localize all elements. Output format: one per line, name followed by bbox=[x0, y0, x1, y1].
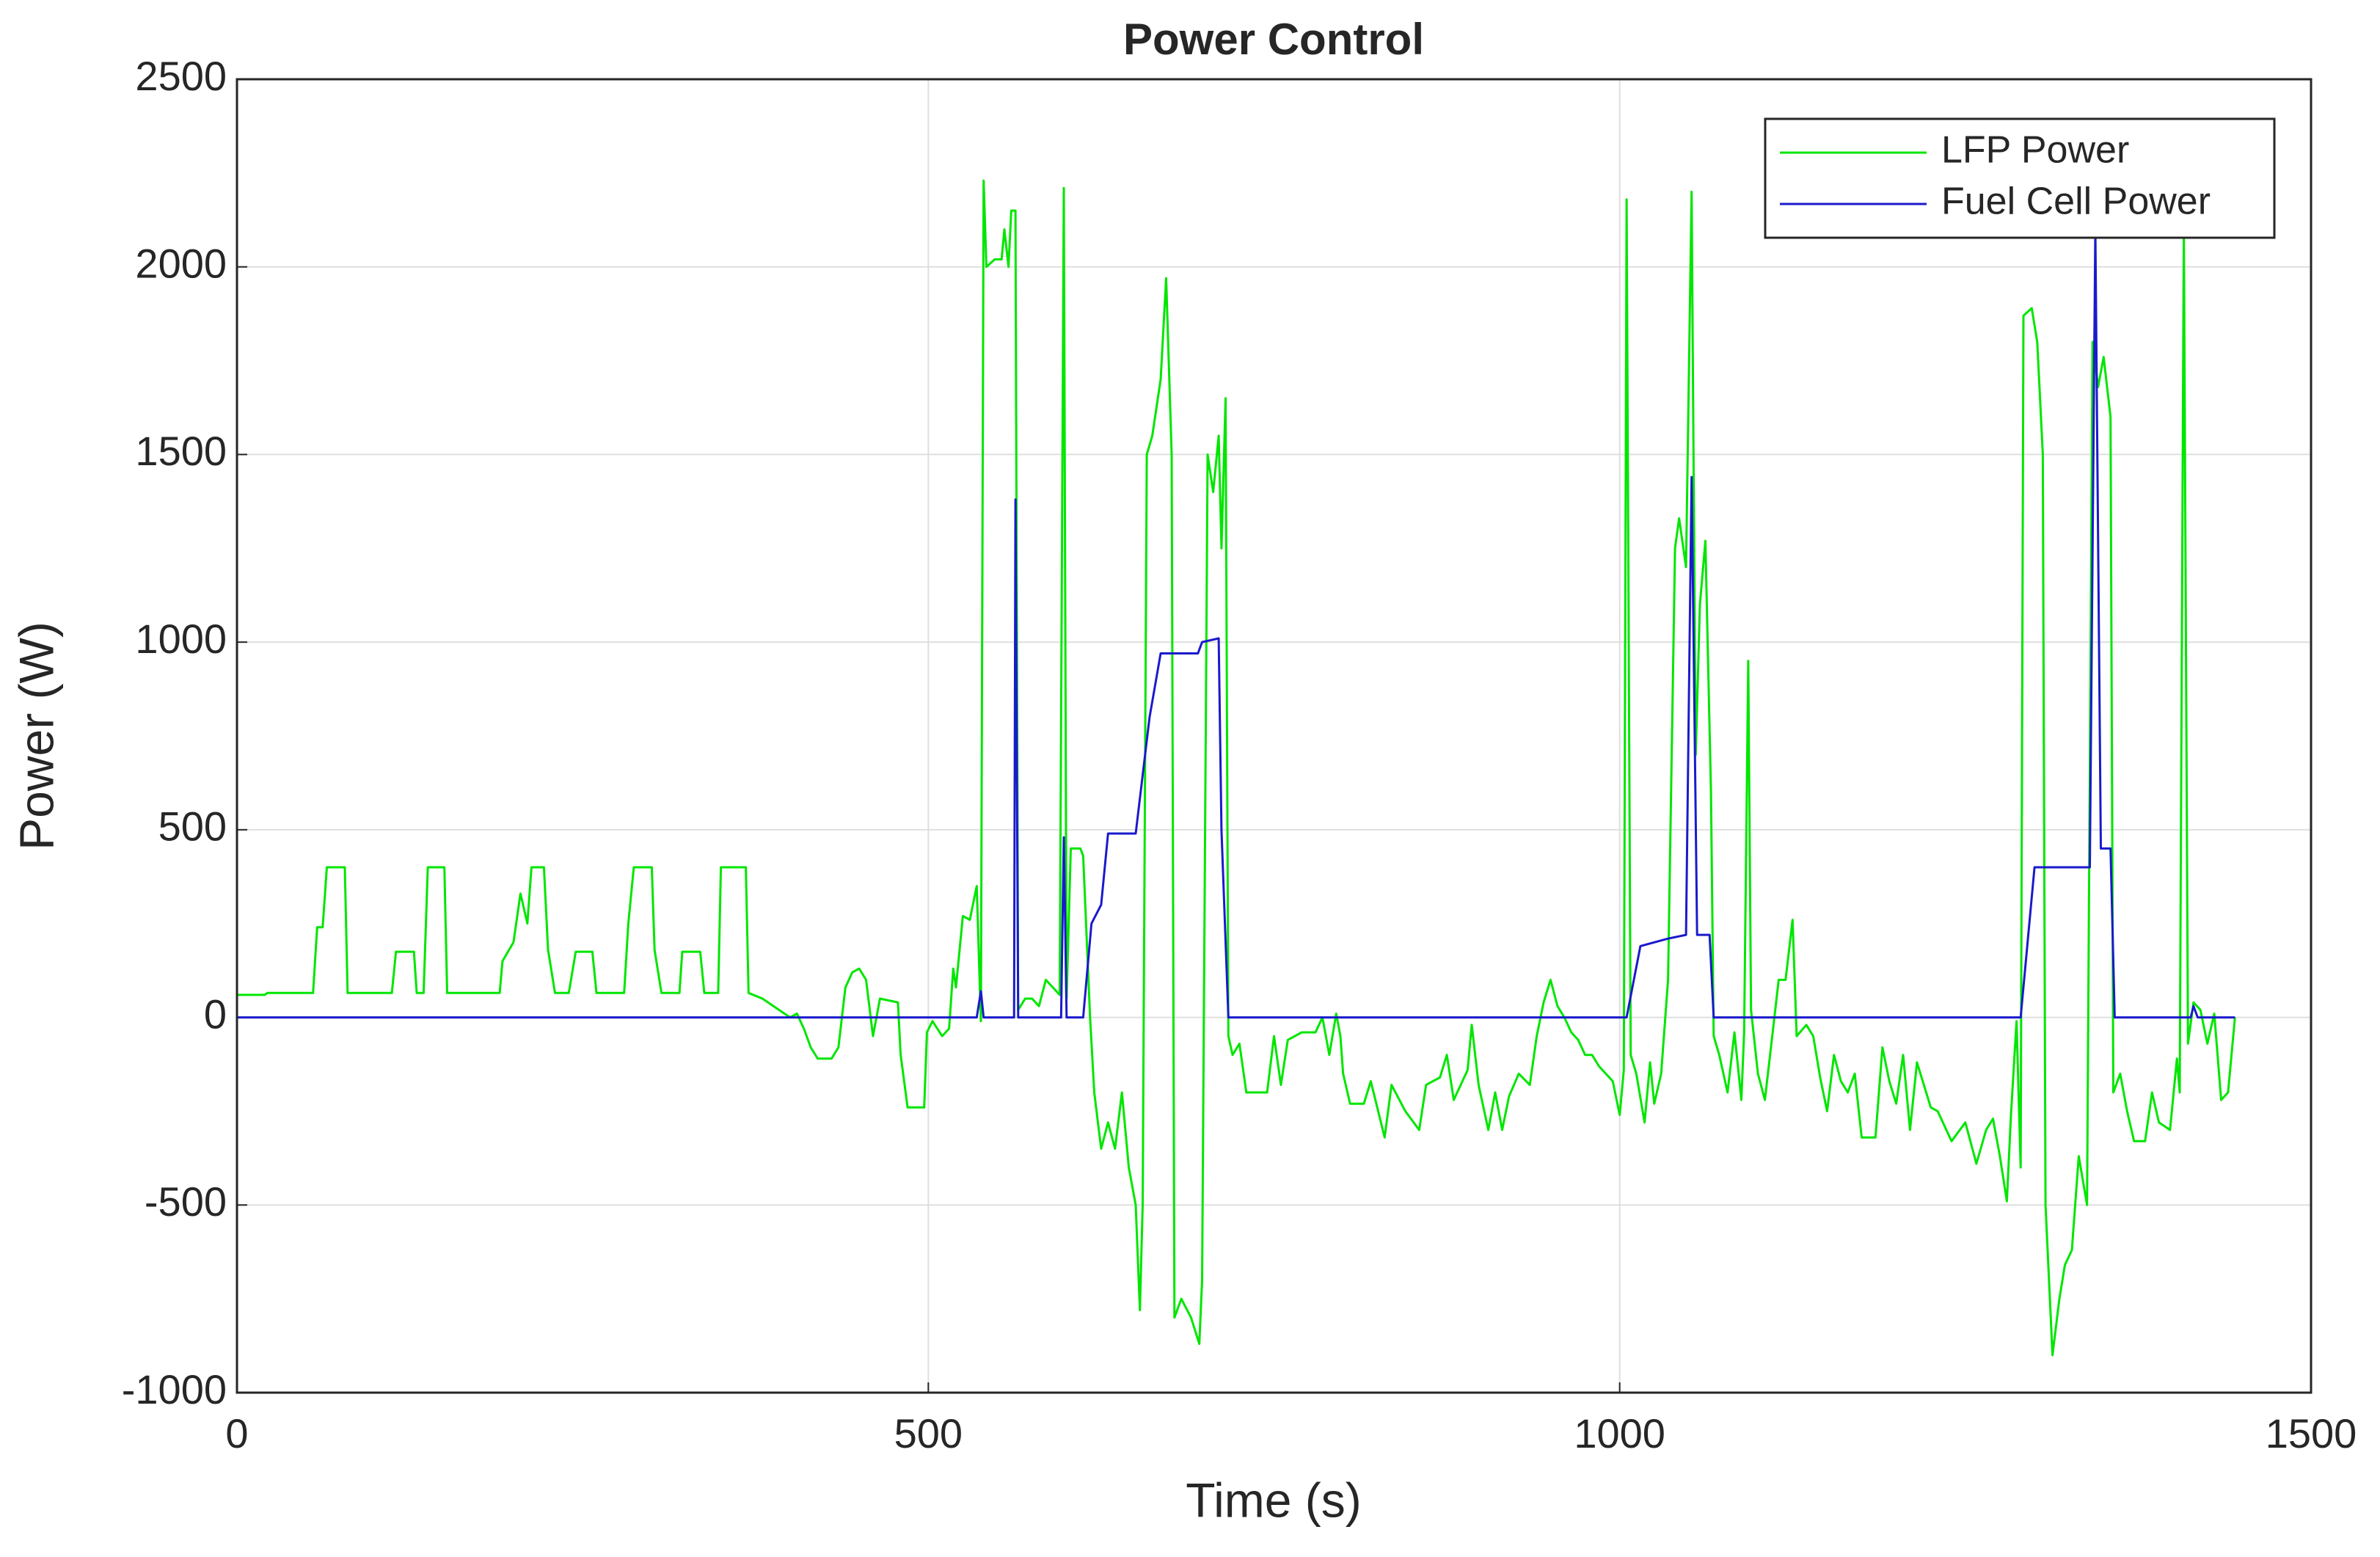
y-tick-label: 1000 bbox=[135, 616, 227, 662]
plot-frame bbox=[236, 78, 2313, 1394]
y-tick-label: 500 bbox=[158, 803, 227, 850]
y-tick-label: -500 bbox=[145, 1178, 227, 1225]
legend-label: Fuel Cell Power bbox=[1941, 181, 2211, 223]
x-axis-label: Time (s) bbox=[1186, 1473, 1362, 1527]
x-tick-label: 1500 bbox=[2266, 1410, 2357, 1456]
y-tick-label: 2000 bbox=[135, 241, 227, 287]
data-line bbox=[237, 179, 2236, 1357]
x-tick-label: 1000 bbox=[1574, 1410, 1665, 1456]
legend-box bbox=[1764, 117, 2276, 239]
y-tick-label: -1000 bbox=[122, 1366, 227, 1412]
y-axis-label: Power (W) bbox=[9, 621, 63, 850]
data-line bbox=[237, 228, 2235, 1019]
legend-label: LFP Power bbox=[1941, 129, 2129, 172]
x-tick-label: 500 bbox=[894, 1410, 963, 1456]
plot-area bbox=[237, 79, 2311, 1393]
y-tick-label: 0 bbox=[204, 991, 227, 1037]
x-tick-label: 0 bbox=[225, 1410, 248, 1456]
y-tick-label: 2500 bbox=[135, 53, 227, 99]
chart-title: Power Control bbox=[1123, 15, 1424, 64]
y-tick-label: 1500 bbox=[135, 428, 227, 474]
